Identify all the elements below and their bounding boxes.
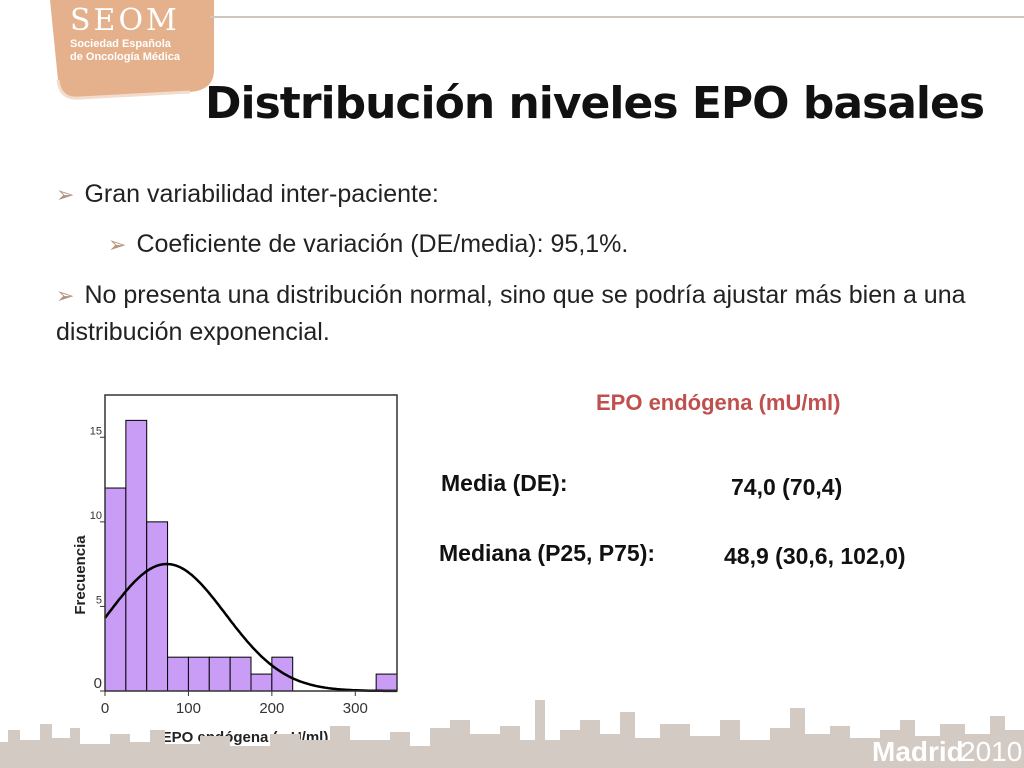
bullet-variability: ➢ Gran variabilidad inter-paciente: (56, 176, 439, 213)
plot-frame (104, 394, 398, 692)
histogram-bar (229, 656, 252, 692)
histogram-bar (187, 656, 210, 692)
arrow-bullet-icon: ➢ (56, 182, 75, 207)
stats-header: EPO endógena (mU/ml) (596, 390, 841, 415)
x-tick-label: 200 (259, 700, 284, 717)
histogram-bar (167, 656, 189, 692)
logo-name: SEOM (70, 3, 180, 38)
footer-year: 2010 (960, 736, 1023, 767)
logo-subtitle-line2: de Oncología Médica (70, 51, 181, 63)
median-label: Mediana (P25, P75): (439, 540, 656, 566)
slide-title: Distribución niveles EPO basales (205, 78, 985, 129)
x-tick-label: 300 (343, 700, 368, 717)
x-axis: 0 100 200 300 (101, 691, 368, 717)
bullet-text: Coeficiente de variación (DE/media): 95,… (136, 230, 629, 258)
histogram-bar (146, 521, 169, 692)
x-tick-label: 100 (176, 700, 201, 717)
histogram-bars (104, 419, 398, 692)
histogram-bar (125, 419, 148, 692)
mean-value: 74,0 (70,4) (731, 474, 843, 500)
seom-logo (50, 0, 214, 100)
y-tick-label: 5 (96, 594, 102, 606)
histogram-bar (208, 656, 231, 692)
y-axis-label: Frecuencia (72, 535, 89, 615)
arrow-bullet-icon: ➢ (56, 283, 75, 308)
histogram-bar (375, 673, 398, 692)
logo-text: SEOM Sociedad Española de Oncología Médi… (70, 4, 180, 64)
median-value: 48,9 (30,6, 102,0) (724, 543, 906, 569)
logo-subtitle-line1: Sociedad Española (70, 38, 171, 50)
madrid-skyline (0, 700, 1024, 768)
y-tick-label: 10 (90, 510, 102, 522)
x-tick-label: 0 (101, 700, 109, 717)
bullet-coefficient: ➢ Coeficiente de variación (DE/media): 95… (108, 226, 628, 263)
normal-curve (104, 562, 397, 693)
y-tick-label: 0 (94, 675, 102, 692)
y-axis: 0 5 10 15 (90, 425, 105, 692)
bullet-distribution: ➢ No presenta una distribución normal, si… (56, 277, 976, 350)
y-tick-label: 15 (90, 425, 102, 437)
histogram-bar (104, 487, 127, 692)
bullet-text: Gran variabilidad inter-paciente: (84, 180, 439, 208)
histogram-bar (250, 673, 273, 692)
bullet-text: No presenta una distribución normal, sin… (56, 281, 966, 346)
mean-label: Media (DE): (441, 470, 568, 496)
footer-city: Madrid (872, 736, 964, 767)
header-divider (210, 16, 1024, 18)
arrow-bullet-icon: ➢ (108, 232, 127, 257)
